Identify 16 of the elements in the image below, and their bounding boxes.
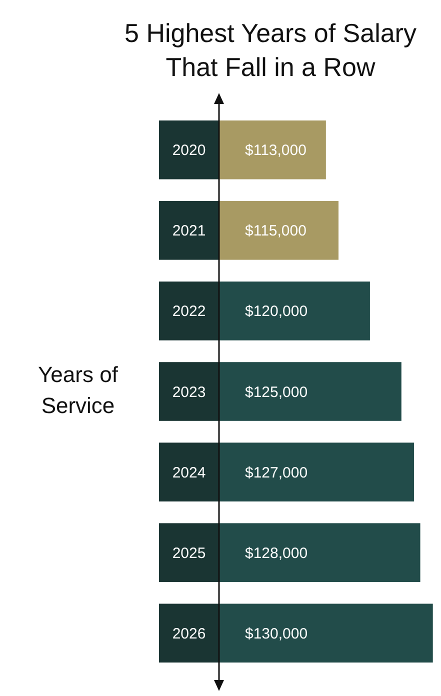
chart-title: 5 Highest Years of Salary That Fall in a Row <box>124 18 416 82</box>
y-axis-title: Years of Service <box>38 362 119 418</box>
data-label: $125,000 <box>245 384 308 401</box>
y-tick-label: 2025 <box>172 544 206 562</box>
data-label: $120,000 <box>245 303 308 320</box>
data-label: $130,000 <box>245 625 308 642</box>
y-tick-label: 2026 <box>172 625 206 642</box>
y-tick-label: 2020 <box>172 142 206 160</box>
y-tick-label: 2023 <box>172 384 206 401</box>
data-label: $113,000 <box>245 142 306 160</box>
y-tick-label: 2021 <box>172 222 206 240</box>
y-tick-label: 2024 <box>172 464 206 482</box>
data-label: $115,000 <box>245 222 306 240</box>
data-label: $128,000 <box>245 544 308 562</box>
data-label: $127,000 <box>245 464 308 482</box>
y-tick-label: 2022 <box>172 303 206 320</box>
